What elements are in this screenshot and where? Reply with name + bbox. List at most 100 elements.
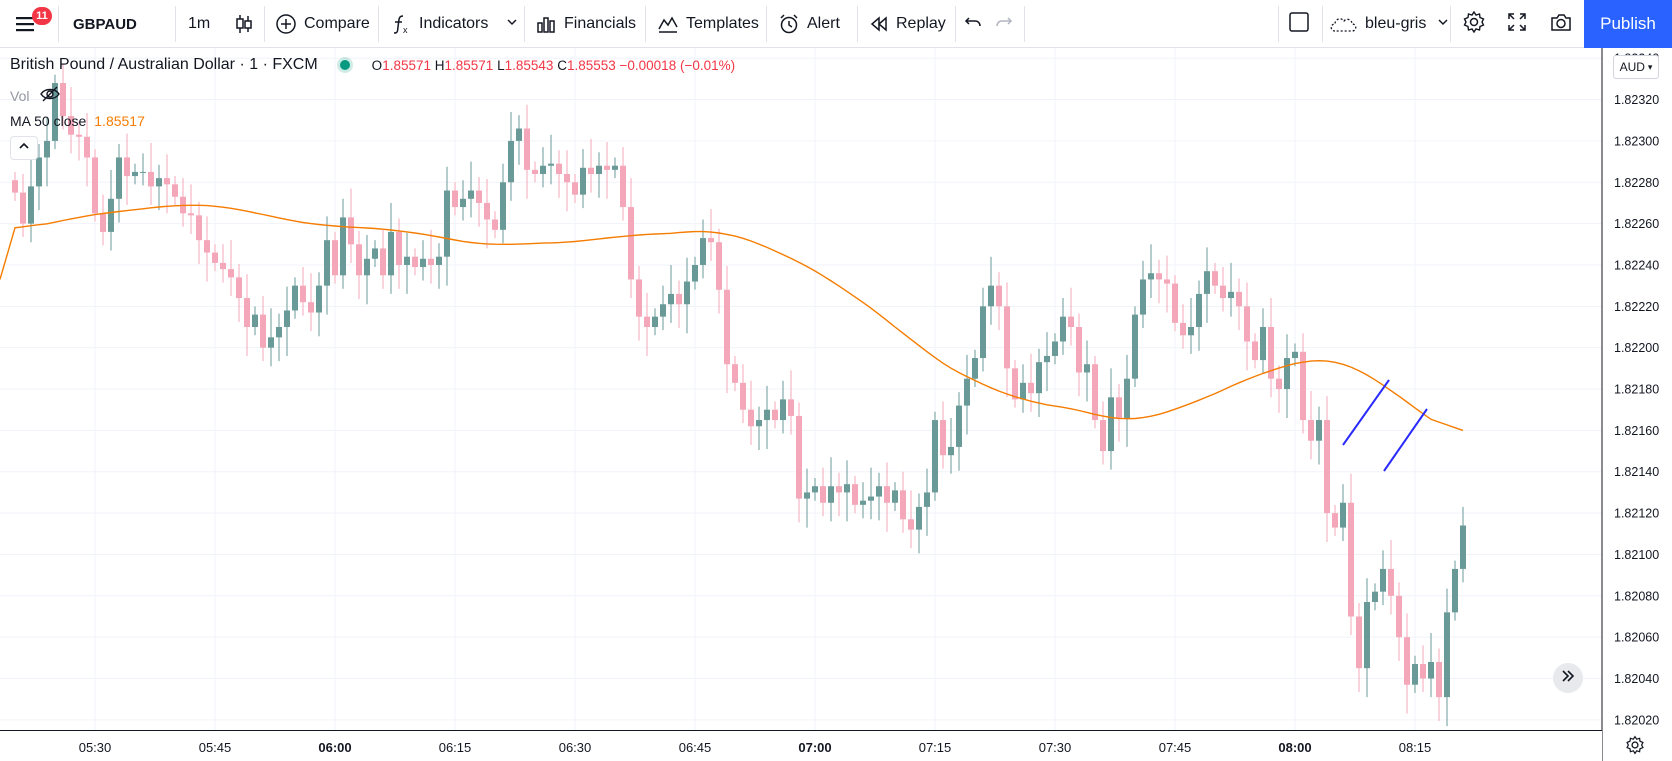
chart-type-button[interactable] [233,0,262,48]
price-tick-label: 1.82020 [1614,713,1659,727]
double-chevron-right-icon [1560,668,1576,689]
square-icon [1288,11,1310,38]
alert-button[interactable]: Alert [778,0,840,48]
candle-body [412,256,418,268]
toolbar-divider [58,6,59,42]
fullscreen-icon [1506,11,1528,38]
candle-body [972,358,978,379]
layout-toggle-button[interactable] [1288,0,1310,48]
candle-body [1460,525,1466,569]
candle-body [140,171,146,173]
indicators-label: Indicators [419,15,489,32]
candle-body [468,190,474,199]
candle-body [836,486,842,493]
low-label: L [497,57,505,73]
replay-button[interactable]: Replay [869,0,946,48]
candle-body [1316,420,1322,441]
eye-hidden-icon[interactable] [39,85,61,106]
candle-body [636,279,642,317]
candle-body [900,490,906,520]
candle-body [1340,502,1346,528]
candle-body [924,492,930,507]
toolbar-divider [1024,6,1025,42]
fullscreen-button[interactable] [1506,0,1528,48]
candle-body [332,240,338,276]
ma-legend[interactable]: MA 50 close 1.85517 [10,113,145,129]
collapse-legend-button[interactable] [10,136,38,160]
candle-body [1052,341,1058,356]
undo-icon [963,12,983,37]
candle-body [892,490,898,503]
candle-body [556,163,562,174]
rewind-icon [869,14,889,34]
candle-body [700,238,706,265]
candle-body [1444,612,1450,698]
plus-circle-icon [275,13,297,35]
time-tick-label: 08:00 [1278,740,1311,755]
currency-selector[interactable]: AUD ▾ [1613,55,1659,79]
scroll-to-realtime-button[interactable] [1553,663,1583,693]
symbol-title[interactable]: British Pound / Australian Dollar · 1 · … [10,56,318,73]
financials-button[interactable]: Financials [535,0,636,48]
snapshot-button[interactable] [1549,0,1573,48]
candle-body [1148,273,1154,280]
candle-body [1132,314,1138,379]
candle-body [980,306,986,359]
candle-body [316,285,322,313]
indicators-dropdown[interactable] [505,0,519,48]
symbol-search-button[interactable]: GBPAUD [73,15,137,33]
candle-body [788,399,794,416]
open-label: O [371,57,383,73]
candle-body [260,314,266,348]
chart-settings-button[interactable] [1625,735,1645,760]
redo-button[interactable] [994,0,1014,48]
templates-button[interactable]: Templates [657,0,759,48]
undo-button[interactable] [963,0,983,48]
trendline-drawing[interactable] [1383,408,1428,472]
candle-body [284,310,290,328]
price-chart[interactable]: 1.823401.823201.823001.822801.822601.822… [0,48,1672,761]
volume-legend[interactable]: Vol [10,85,61,106]
publish-button[interactable]: Publish [1584,0,1672,48]
price-tick-label: 1.82060 [1614,631,1659,645]
candle-body [964,378,970,406]
compare-button[interactable]: Compare [275,0,370,48]
camera-icon [1549,11,1573,38]
price-axis[interactable] [1602,48,1672,730]
candle-body [60,83,66,117]
settings-button[interactable] [1462,0,1486,48]
candle-body [252,314,258,328]
bar-chart-icon [535,13,557,35]
layout-name-label: bleu-gris [1365,15,1427,32]
currency-label: AUD [1619,60,1645,74]
notification-badge: 11 [32,7,52,25]
candle-body [1372,591,1378,603]
gear-icon [1462,10,1486,39]
time-axis[interactable] [0,731,1602,761]
trendline-drawing[interactable] [1342,379,1390,446]
layout-name-button[interactable]: bleu-gris [1328,0,1450,48]
menu-button[interactable] [14,0,45,48]
indicators-button[interactable]: x Indicators [390,0,488,48]
candle-body [916,506,922,530]
interval-button[interactable]: 1m [188,15,211,32]
replay-label: Replay [896,15,946,32]
candle-body [1188,327,1194,336]
candle-body [76,134,82,137]
candle-body [1108,397,1114,452]
time-tick-label: 07:00 [798,740,831,755]
price-tick-label: 1.82260 [1614,217,1659,231]
time-tick-label: 05:30 [79,740,112,755]
market-status-dot[interactable] [339,60,350,70]
candle-body [948,446,954,456]
candle-body [748,409,754,427]
financials-label: Financials [564,15,637,32]
candle-body [340,217,346,276]
candle-body [1412,664,1418,685]
low-value: 1.85543 [504,57,554,73]
time-tick-label: 06:30 [559,740,592,755]
candle-body [404,256,410,265]
candle-body [1036,362,1042,394]
candle-body [1076,327,1082,373]
candle-body [524,128,530,170]
